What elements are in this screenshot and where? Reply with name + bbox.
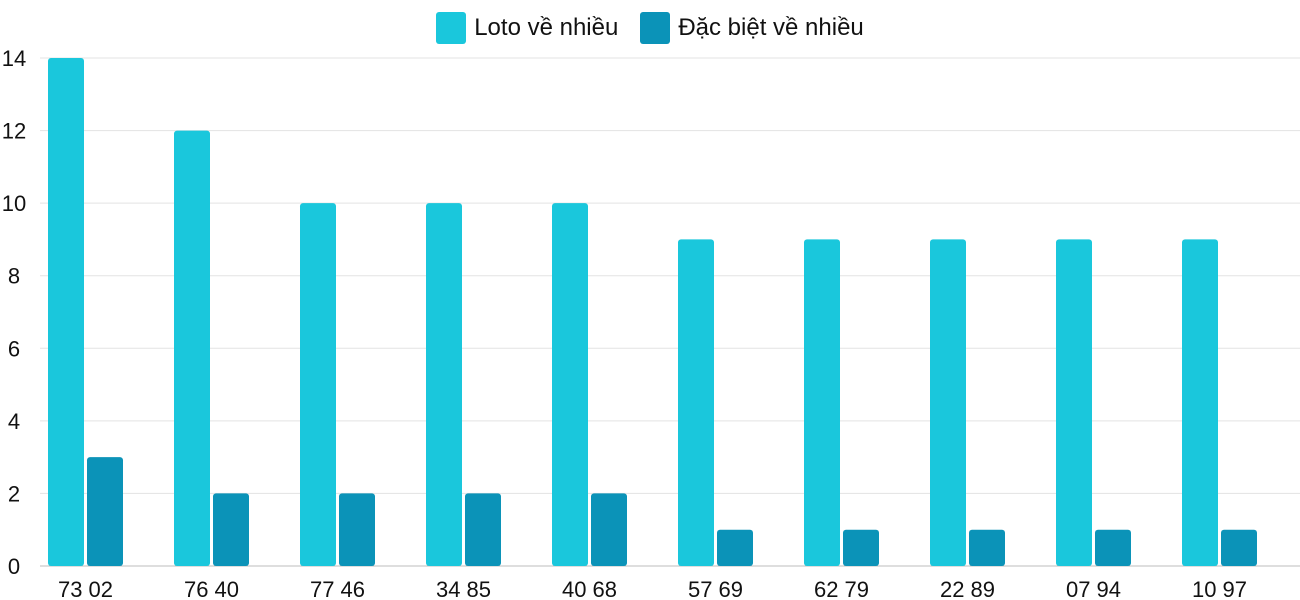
bar-loto — [930, 239, 966, 566]
bar-loto — [426, 203, 462, 566]
bars — [48, 58, 1257, 567]
y-tick-label: 10 — [2, 191, 26, 216]
bar-loto — [1056, 239, 1092, 566]
legend: Loto về nhiều Đặc biệt về nhiều — [0, 12, 1300, 44]
legend-item-dac-biet[interactable]: Đặc biệt về nhiều — [640, 12, 864, 44]
y-tick-label: 2 — [8, 481, 20, 506]
x-tick-label: 57 69 — [688, 577, 743, 600]
x-tick-label: 62 79 — [814, 577, 869, 600]
bar-dac-biet — [1221, 529, 1257, 566]
x-tick-label: 10 97 — [1192, 577, 1247, 600]
legend-label-dac-biet: Đặc biệt về nhiều — [678, 14, 864, 41]
y-tick-label: 8 — [8, 264, 20, 289]
y-tick-label: 14 — [2, 46, 26, 71]
y-tick-label: 0 — [8, 554, 20, 579]
x-tick-label: 34 85 — [436, 577, 491, 600]
bar-dac-biet — [339, 493, 375, 566]
bar-dac-biet — [465, 493, 501, 566]
y-axis: 0 2 4 6 8 10 12 14 — [2, 46, 26, 579]
bar-dac-biet — [717, 529, 753, 566]
bar-loto — [48, 58, 84, 566]
bar-dac-biet — [87, 457, 123, 566]
x-axis: 73 02 76 40 77 46 34 85 40 68 57 69 62 79 22 89… — [58, 577, 1247, 600]
bar-loto — [300, 203, 336, 566]
bar-loto — [1182, 239, 1218, 566]
legend-swatch-loto — [436, 12, 467, 44]
x-tick-label: 77 46 — [310, 577, 365, 600]
x-tick-label: 40 68 — [562, 577, 617, 600]
x-tick-label: 76 40 — [184, 577, 239, 600]
y-tick-label: 12 — [2, 119, 26, 144]
legend-swatch-dac-biet — [640, 12, 671, 44]
bar-loto — [552, 203, 588, 566]
legend-item-loto[interactable]: Loto về nhiều — [436, 12, 618, 44]
bar-loto — [678, 239, 714, 566]
bar-dac-biet — [213, 493, 249, 566]
x-tick-label: 73 02 — [58, 577, 113, 600]
x-tick-label: 22 89 — [940, 577, 995, 600]
bar-dac-biet — [969, 529, 1005, 566]
bar-loto — [804, 239, 840, 566]
y-tick-label: 4 — [8, 409, 20, 434]
bar-dac-biet — [591, 493, 627, 566]
x-tick-label: 07 94 — [1066, 577, 1121, 600]
bar-dac-biet — [843, 529, 879, 566]
legend-label-loto: Loto về nhiều — [474, 14, 619, 41]
gridlines — [40, 57, 1300, 567]
bar-loto — [174, 130, 210, 567]
y-tick-label: 6 — [8, 336, 20, 361]
bar-dac-biet — [1095, 529, 1131, 566]
